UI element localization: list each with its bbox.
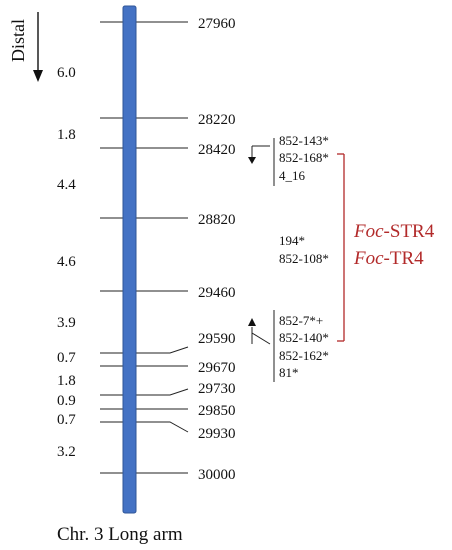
- down-arrow-icon: [248, 157, 256, 164]
- gene-label: 852-7*+: [279, 313, 323, 328]
- gene-label: 4_16: [279, 168, 306, 183]
- gene-labels: 852-143* 852-168* 4_16 194* 852-108* 852…: [279, 133, 329, 380]
- qtl-label: Foc-TR4: [353, 248, 424, 269]
- qtl-label-suffix: -TR4: [384, 248, 425, 269]
- interval-distance: 0.9: [57, 393, 76, 409]
- interval-distance: 6.0: [57, 65, 76, 81]
- gene-label: 852-108*: [279, 251, 329, 266]
- gene-label: 81*: [279, 365, 299, 380]
- qtl-bar: [337, 153, 345, 342]
- distal-label: Distal: [8, 19, 28, 62]
- gene-label: 852-140*: [279, 330, 329, 345]
- marker-label: 30000: [198, 467, 236, 483]
- interval-distance: 3.9: [57, 315, 76, 331]
- interval-distances: 6.0 1.8 4.4 4.6 3.9 0.7 1.8 0.9 0.7 3.2: [57, 65, 76, 460]
- marker-lines: [100, 21, 189, 474]
- interval-distance: 1.8: [57, 373, 76, 389]
- qtl-label-italic: Foc: [353, 248, 384, 269]
- interval-distance: 3.2: [57, 444, 76, 460]
- caption: Chr. 3 Long arm: [57, 524, 183, 545]
- interval-distance: 0.7: [57, 412, 76, 428]
- qtl-label-italic: Foc: [353, 221, 384, 242]
- marker-label: 28820: [198, 212, 236, 228]
- interval-distance: 0.7: [57, 350, 76, 366]
- marker-label: 28420: [198, 142, 236, 158]
- gene-bracket: [251, 138, 275, 382]
- gene-label: 194*: [279, 233, 305, 248]
- marker-label: 29930: [198, 426, 236, 442]
- gene-label: 852-168*: [279, 150, 329, 165]
- gene-label: 852-162*: [279, 348, 329, 363]
- qtl-label-suffix: -STR4: [384, 221, 435, 242]
- interval-distance: 1.8: [57, 127, 76, 143]
- marker-label: 29590: [198, 331, 236, 347]
- marker-labels: 27960 28220 28420 28820 29460 29590 2967…: [198, 16, 236, 483]
- marker-label: 29850: [198, 403, 236, 419]
- marker-label: 29730: [198, 381, 236, 397]
- marker-label: 29670: [198, 360, 236, 376]
- qtl-label: Foc-STR4: [353, 221, 435, 242]
- interval-distance: 4.4: [57, 177, 76, 193]
- interval-distance: 4.6: [57, 254, 76, 270]
- marker-label: 28220: [198, 112, 236, 128]
- chromosome-bar: [122, 5, 137, 514]
- marker-label: 27960: [198, 16, 236, 32]
- up-arrow-icon: [248, 318, 256, 326]
- distal-arrow-icon: [33, 12, 43, 82]
- marker-label: 29460: [198, 285, 236, 301]
- gene-label: 852-143*: [279, 133, 329, 148]
